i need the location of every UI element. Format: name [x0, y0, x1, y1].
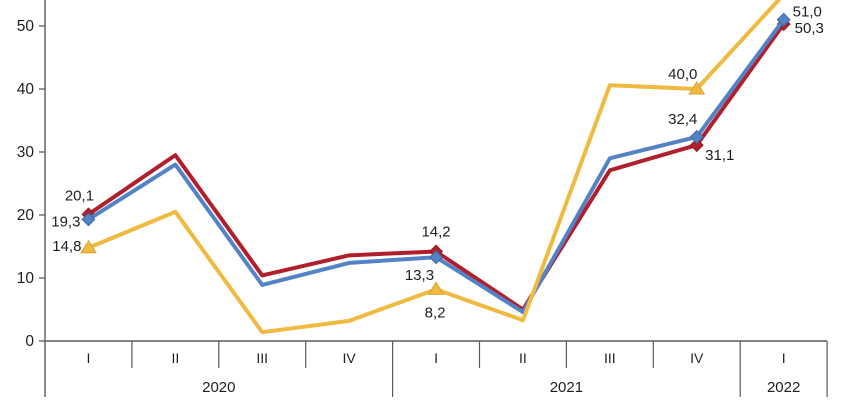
data-label-series-blue: 13,3: [405, 267, 434, 284]
x-axis-quarter-label: II: [171, 350, 179, 366]
marker-diamond-series-blue: [776, 12, 791, 27]
x-axis-quarter-label: II: [519, 350, 527, 366]
x-axis-quarter-label: I: [782, 350, 786, 366]
y-axis-tick-label: 20: [17, 207, 35, 224]
x-axis-quarter-label: I: [87, 350, 91, 366]
data-label-series-dark-red: 31,1: [705, 147, 734, 164]
x-axis-quarter-label: IV: [343, 350, 357, 366]
x-axis-quarter-label: III: [604, 350, 616, 366]
marker-triangle-series-gold: [427, 281, 445, 295]
series-line-series-blue: [86, 17, 786, 315]
marker-triangle-series-gold: [80, 239, 97, 254]
x-axis-quarter-label: III: [256, 350, 268, 366]
y-axis-tick-label: 40: [17, 81, 35, 98]
data-label-series-dark-red: 20,1: [65, 187, 94, 204]
y-axis-tick-label: 10: [17, 270, 35, 287]
data-label-series-gold: 8,2: [425, 304, 446, 321]
data-label-series-blue: 51,0: [793, 4, 822, 21]
data-label-series-gold: 14,8: [52, 238, 81, 255]
x-axis-year-label: 2020: [202, 379, 235, 396]
data-label-series-blue: 32,4: [668, 111, 697, 128]
data-label-series-blue: 19,3: [51, 213, 80, 230]
x-axis-quarter-label: IV: [690, 350, 704, 366]
data-label-series-gold: 40,0: [668, 66, 697, 83]
x-axis-year-label: 2021: [550, 379, 583, 396]
x-axis-quarter-label: I: [434, 350, 438, 366]
marker-diamond-series-dark-red: [689, 138, 704, 153]
data-label-series-dark-red: 14,2: [421, 224, 450, 241]
data-label-series-dark-red: 50,3: [795, 20, 824, 37]
x-axis-year-label: 2022: [767, 379, 800, 396]
y-axis-tick-label: 30: [17, 144, 35, 161]
y-axis-tick-label: 50: [17, 18, 35, 35]
marker-diamond-series-blue: [429, 250, 444, 265]
marker-diamond-series-blue: [81, 212, 96, 227]
marker-diamond-series-blue: [689, 129, 704, 144]
marker-triangle-series-gold: [688, 81, 706, 95]
y-axis-tick-label: 0: [25, 333, 34, 350]
